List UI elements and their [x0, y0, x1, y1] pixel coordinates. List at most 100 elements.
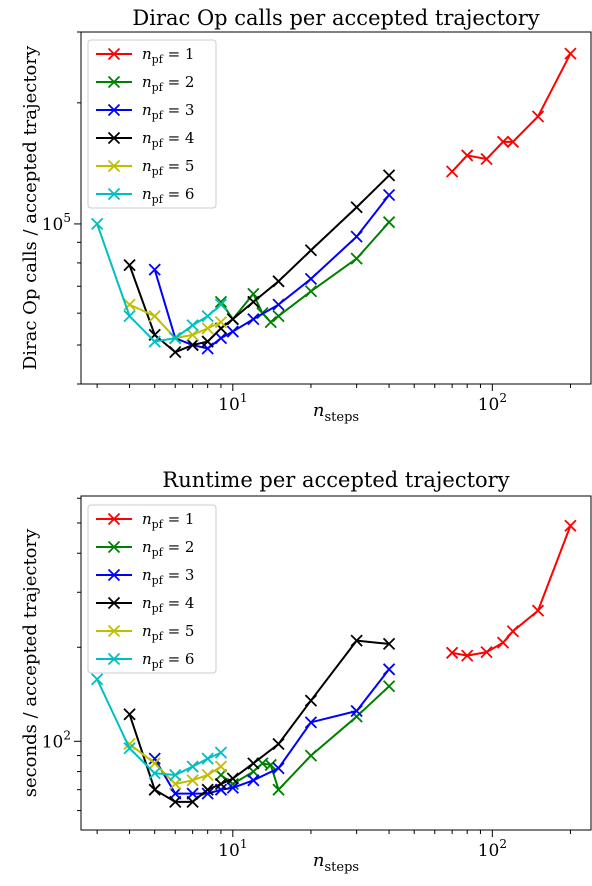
- legend-entry-npf-1: npf = 1: [96, 510, 194, 531]
- legend-entry-npf-4: npf = 4: [96, 594, 194, 615]
- data-point: [186, 319, 199, 332]
- x-tick-label: 101: [218, 391, 247, 415]
- data-point: [201, 787, 214, 800]
- legend-label: npf = 1: [142, 45, 194, 66]
- data-point: [123, 258, 136, 272]
- data-point: [226, 772, 239, 785]
- legend-marker: [107, 568, 121, 582]
- data-point: [264, 315, 277, 329]
- series-line: [129, 303, 222, 340]
- data-point: [201, 752, 214, 765]
- series-line: [153, 194, 390, 350]
- data-point: [272, 275, 285, 288]
- data-point: [169, 768, 182, 782]
- data-point: [247, 312, 260, 326]
- x-axis-label: nsteps: [313, 400, 359, 425]
- data-point: [201, 768, 214, 782]
- data-point: [214, 298, 228, 311]
- data-point: [214, 746, 228, 759]
- data-point: [169, 795, 182, 808]
- y-tick-label: 105: [42, 211, 71, 235]
- series-npf-6: [90, 217, 228, 348]
- data-point: [304, 716, 318, 729]
- data-point: [186, 328, 199, 341]
- legend-label: npf = 4: [142, 129, 194, 150]
- series-line: [128, 639, 390, 803]
- legend-marker: [107, 624, 121, 638]
- data-point: [461, 149, 474, 162]
- data-point: [123, 309, 136, 323]
- y-axis-label: Dirac Op calls / accepted trajectory: [20, 45, 41, 370]
- data-point: [148, 752, 161, 765]
- data-point: [169, 777, 182, 791]
- data-point: [247, 757, 260, 770]
- series-npf-2: [214, 680, 396, 796]
- data-point: [90, 673, 104, 686]
- chart-title: Runtime per accepted trajectory: [162, 468, 509, 492]
- data-point: [531, 110, 545, 123]
- data-point: [148, 309, 161, 323]
- series-line: [128, 743, 222, 785]
- data-point: [445, 646, 459, 659]
- data-point: [214, 760, 228, 773]
- chart-dirac-op-calls: Dirac Op calls per accepted trajectory D…: [20, 6, 592, 425]
- legend-entry-npf-2: npf = 2: [96, 538, 194, 559]
- data-point: [506, 135, 520, 148]
- x-tick-label: 102: [478, 837, 507, 861]
- data-point: [496, 135, 510, 148]
- data-point: [169, 332, 182, 345]
- data-point: [247, 774, 260, 787]
- data-point: [350, 230, 363, 243]
- data-point: [445, 165, 459, 178]
- data-point: [350, 704, 363, 718]
- chart-title: Dirac Op calls per accepted trajectory: [132, 6, 539, 30]
- legend-marker: [107, 652, 121, 666]
- legend-marker: [107, 512, 121, 526]
- legend-marker: [107, 596, 121, 610]
- data-point: [169, 346, 182, 359]
- legend-entry-npf-6: npf = 6: [96, 650, 194, 671]
- data-point: [304, 272, 318, 286]
- series-npf-4: [123, 634, 396, 808]
- series-npf-2: [214, 216, 396, 329]
- legend-label: npf = 1: [142, 510, 194, 531]
- axis-ticks: 101 102 105: [42, 31, 571, 415]
- legend: npf = 1 npf = 2 npf = 3 npf = 4 npf = 5 npf =…: [87, 39, 217, 209]
- plot-area: [80, 495, 592, 831]
- legend-marker: [107, 540, 121, 554]
- y-tick-label: 102: [42, 728, 71, 752]
- legend-marker: [107, 47, 121, 61]
- x-tick-label: 102: [478, 391, 507, 415]
- chart-runtime: Runtime per accepted trajectory seconds …: [20, 468, 592, 875]
- data-point: [506, 625, 520, 638]
- legend-marker: [107, 75, 121, 89]
- legend-label: npf = 2: [142, 73, 194, 94]
- legend: npf = 1 npf = 2 npf = 3 npf = 4 npf = 5 npf =…: [87, 504, 217, 674]
- data-point: [226, 312, 239, 326]
- legend-label: npf = 6: [142, 185, 194, 206]
- data-point: [214, 777, 228, 791]
- data-point: [214, 295, 228, 309]
- series-lines: [90, 47, 577, 359]
- data-point: [214, 332, 228, 345]
- data-point: [148, 263, 161, 276]
- data-point: [247, 295, 260, 309]
- data-point: [382, 663, 396, 676]
- data-point: [186, 795, 199, 808]
- legend-label: npf = 6: [142, 650, 194, 671]
- legend-entry-npf-4: npf = 4: [96, 129, 194, 150]
- series-npf-1: [445, 47, 577, 178]
- data-point: [304, 694, 318, 707]
- legend-entry-npf-5: npf = 5: [96, 622, 194, 643]
- data-point: [350, 201, 363, 214]
- data-point: [382, 637, 396, 651]
- data-point: [148, 767, 161, 780]
- x-tick-label: 101: [218, 837, 247, 861]
- legend-marker: [107, 187, 121, 201]
- data-point: [148, 783, 161, 796]
- legend-label: npf = 4: [142, 594, 194, 615]
- data-point: [264, 758, 277, 772]
- series-lines: [90, 519, 577, 808]
- data-point: [148, 335, 161, 348]
